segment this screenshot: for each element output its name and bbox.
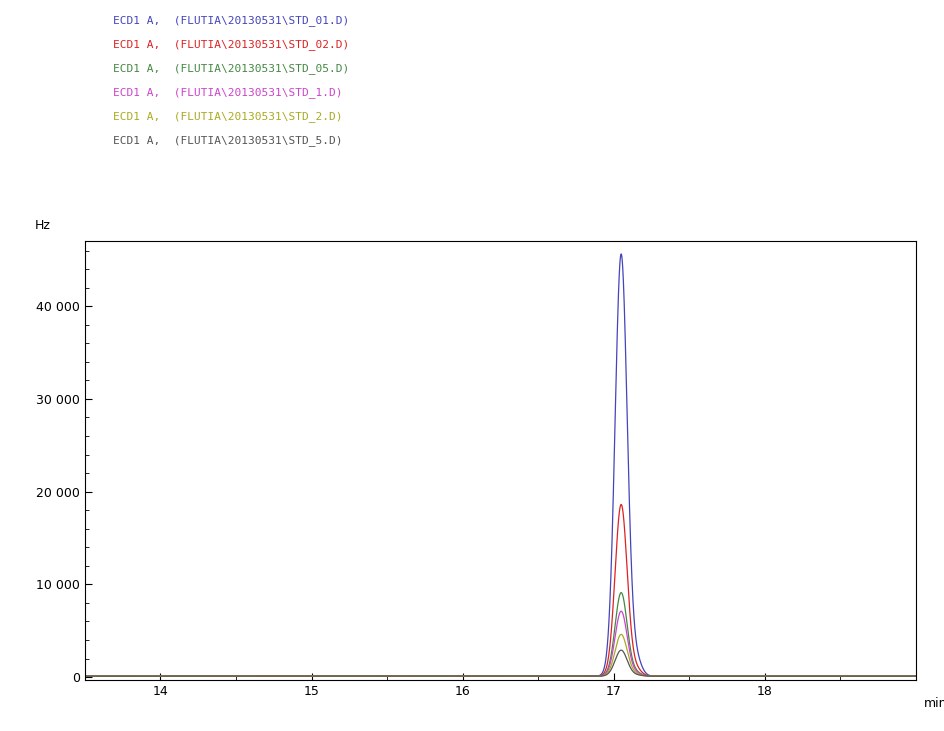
Text: min: min <box>924 697 944 711</box>
Text: Hz: Hz <box>35 219 51 232</box>
Text: ECD1 A,  (FLUTIA\20130531\STD_01.D): ECD1 A, (FLUTIA\20130531\STD_01.D) <box>113 15 349 26</box>
Text: ECD1 A,  (FLUTIA\20130531\STD_2.D): ECD1 A, (FLUTIA\20130531\STD_2.D) <box>113 111 343 122</box>
Text: ECD1 A,  (FLUTIA\20130531\STD_02.D): ECD1 A, (FLUTIA\20130531\STD_02.D) <box>113 39 349 50</box>
Text: ECD1 A,  (FLUTIA\20130531\STD_05.D): ECD1 A, (FLUTIA\20130531\STD_05.D) <box>113 63 349 74</box>
Text: ECD1 A,  (FLUTIA\20130531\STD_1.D): ECD1 A, (FLUTIA\20130531\STD_1.D) <box>113 87 343 98</box>
Text: ECD1 A,  (FLUTIA\20130531\STD_5.D): ECD1 A, (FLUTIA\20130531\STD_5.D) <box>113 135 343 146</box>
